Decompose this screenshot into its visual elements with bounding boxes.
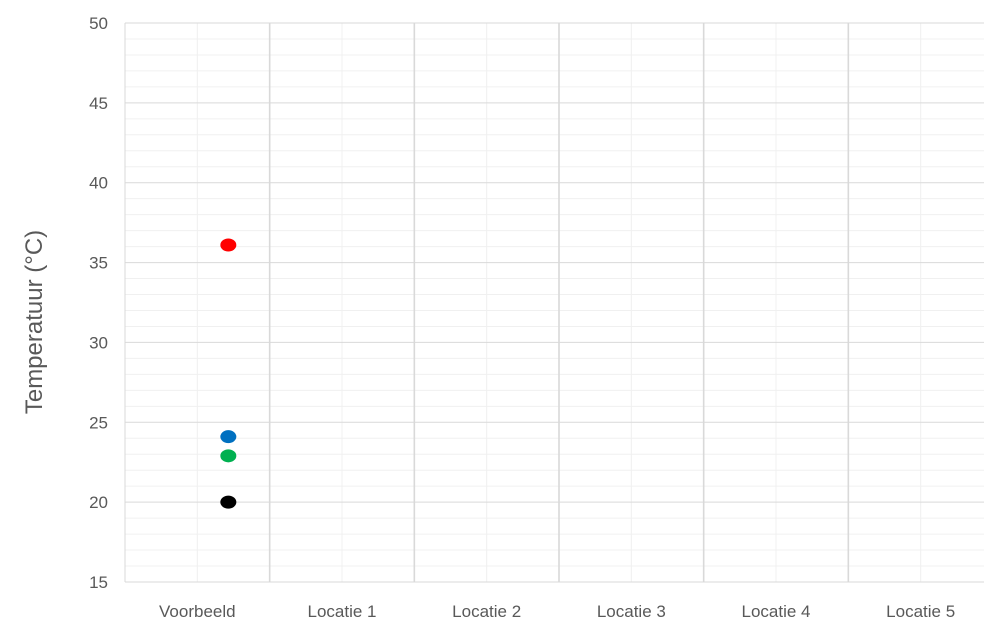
y-tick-label: 40 [89, 174, 108, 193]
data-points [220, 238, 237, 509]
y-tick-label: 35 [89, 254, 108, 273]
y-tick-label: 25 [89, 413, 108, 432]
data-point [220, 495, 237, 509]
y-tick-label: 15 [89, 573, 108, 592]
x-tick-label: Voorbeeld [159, 602, 236, 621]
x-tick-labels: Voorbeeld Locatie 1 Locatie 2 Locatie 3 Loca… [159, 602, 955, 621]
data-point [220, 449, 237, 463]
x-tick-label: Locatie 3 [597, 602, 666, 621]
y-tick-label: 45 [89, 94, 108, 113]
axes [124, 23, 984, 583]
y-tick-label: 50 [89, 14, 108, 33]
x-tick-label: Locatie 4 [742, 602, 811, 621]
y-tick-label: 20 [89, 493, 108, 512]
x-tick-label: Locatie 1 [308, 602, 377, 621]
x-tick-label: Locatie 5 [886, 602, 955, 621]
gridlines [125, 22, 984, 582]
y-tick-label: 30 [89, 333, 108, 352]
data-point [220, 238, 237, 252]
y-axis-label: Temperatuur (°C) [21, 230, 48, 414]
y-tick-labels: 15 20 25 30 35 40 45 50 [89, 14, 108, 592]
data-point [220, 430, 237, 444]
x-tick-label: Locatie 2 [452, 602, 521, 621]
